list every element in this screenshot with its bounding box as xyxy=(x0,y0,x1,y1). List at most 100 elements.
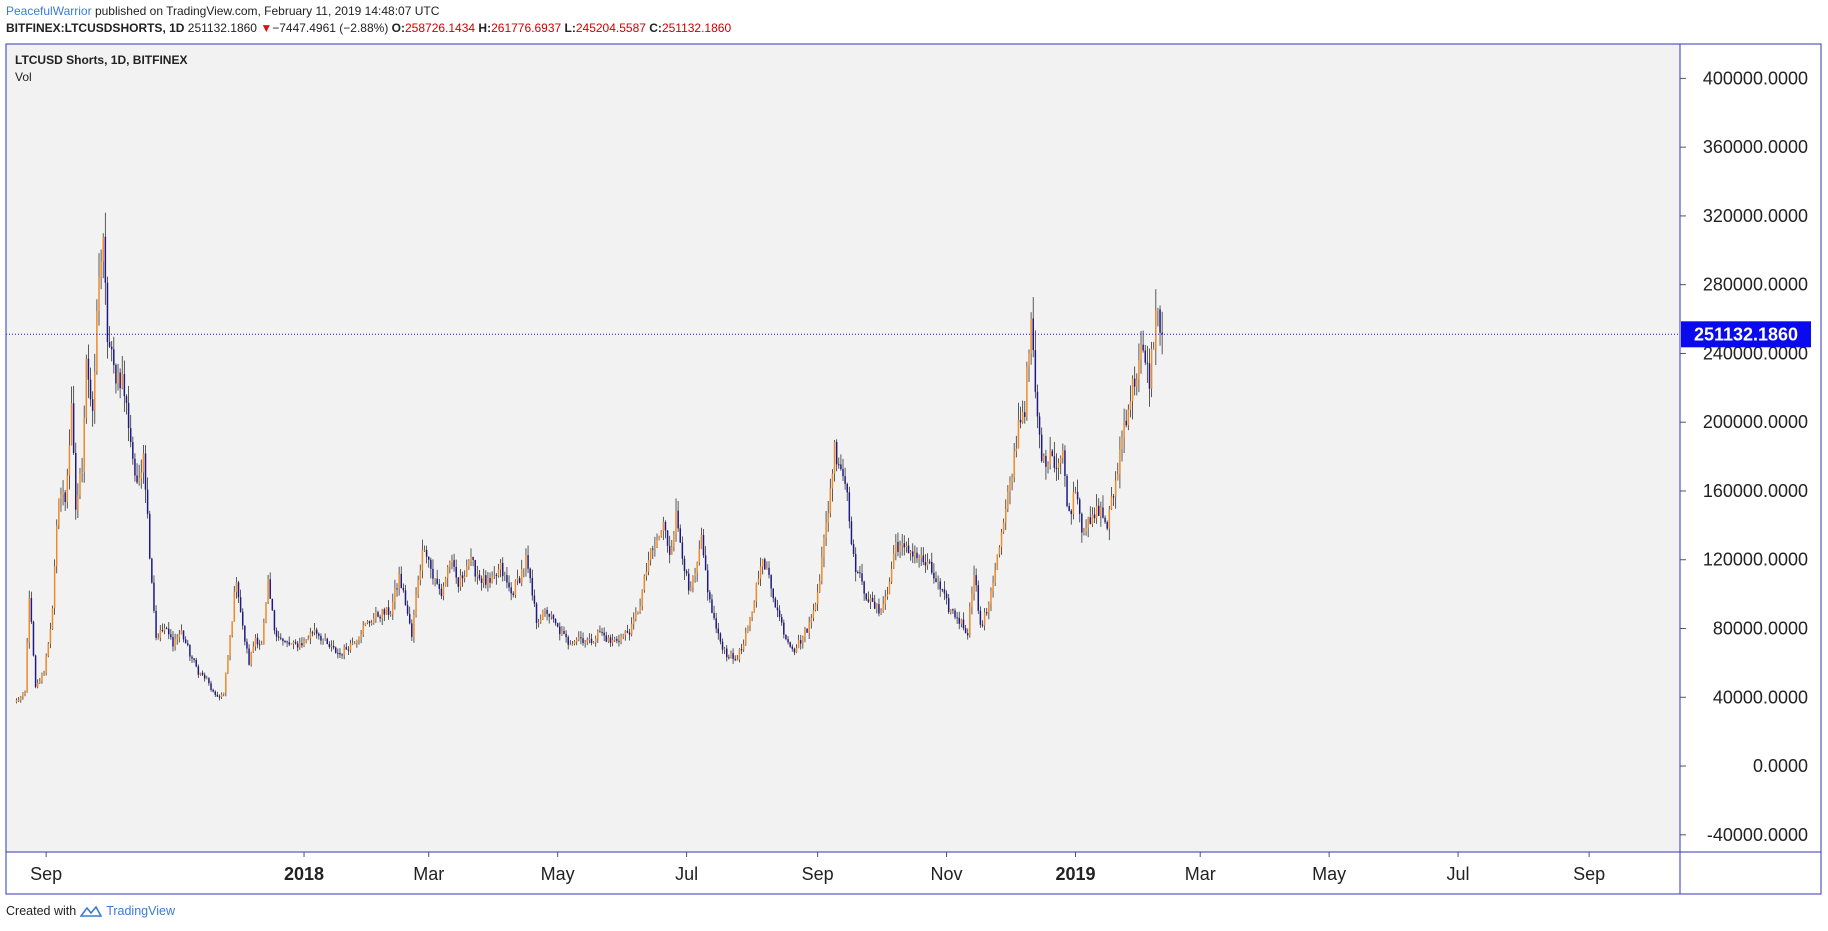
candle xyxy=(814,602,817,612)
candle xyxy=(844,467,846,490)
candle xyxy=(1146,345,1149,383)
candle xyxy=(307,635,309,641)
candle xyxy=(436,569,438,585)
volume-legend: Vol xyxy=(15,70,32,84)
candle xyxy=(966,628,969,640)
candle xyxy=(736,655,739,661)
candle xyxy=(876,603,878,614)
candle xyxy=(613,636,616,642)
candle xyxy=(778,605,781,622)
candle xyxy=(415,587,417,618)
candle xyxy=(962,612,965,631)
candle xyxy=(208,677,210,686)
candle xyxy=(85,354,88,424)
x-tick-label: Mar xyxy=(1185,864,1216,884)
candle xyxy=(102,233,104,279)
candle xyxy=(755,582,758,608)
candle xyxy=(100,249,102,290)
candle xyxy=(584,639,586,648)
candle xyxy=(1078,497,1081,523)
candle xyxy=(288,636,290,647)
price-axis[interactable] xyxy=(1680,44,1821,852)
candle xyxy=(740,643,743,655)
x-tick-label: Jul xyxy=(1447,864,1470,884)
candle xyxy=(383,607,386,622)
y-tick-label: 320000.0000 xyxy=(1703,206,1808,226)
candle xyxy=(356,639,358,648)
candle xyxy=(176,634,178,645)
candle xyxy=(45,653,47,676)
candle xyxy=(423,545,426,553)
candle xyxy=(690,581,692,592)
candle xyxy=(113,336,115,374)
candle xyxy=(497,563,500,578)
candle xyxy=(1159,305,1161,346)
candle xyxy=(225,672,227,697)
candle xyxy=(305,639,307,644)
candle xyxy=(1081,512,1083,543)
candle xyxy=(867,591,870,604)
candle xyxy=(666,530,669,553)
candle xyxy=(1043,453,1045,463)
candle xyxy=(685,569,688,577)
candle xyxy=(193,657,195,663)
candle xyxy=(611,633,614,647)
candle xyxy=(210,680,212,692)
candle xyxy=(698,540,701,566)
candle xyxy=(178,629,181,643)
candle xyxy=(1106,520,1108,531)
candle xyxy=(1013,442,1015,483)
candle xyxy=(313,623,316,636)
candle xyxy=(368,620,371,627)
candle xyxy=(20,695,22,703)
candle xyxy=(301,637,303,648)
candle xyxy=(647,551,650,576)
candle xyxy=(785,634,787,641)
candle xyxy=(1034,330,1037,399)
plot-area[interactable] xyxy=(6,44,1680,852)
candle xyxy=(347,646,350,656)
candle xyxy=(935,571,937,583)
candle xyxy=(1040,427,1043,463)
candle xyxy=(869,594,872,609)
candle xyxy=(421,539,424,579)
candle xyxy=(189,644,191,661)
candle xyxy=(22,692,24,700)
y-tick-label: 400000.0000 xyxy=(1703,68,1808,88)
candle xyxy=(594,635,597,647)
candle xyxy=(863,580,865,601)
published-text: published on TradingView.com, February 1… xyxy=(94,4,440,18)
x-tick-label: May xyxy=(541,864,575,884)
candle xyxy=(622,633,624,640)
candle xyxy=(865,592,867,601)
candle xyxy=(485,570,487,589)
candle xyxy=(385,607,388,615)
candle xyxy=(24,690,26,697)
candle xyxy=(802,635,804,649)
candle xyxy=(952,608,954,614)
candle xyxy=(821,546,823,585)
candle xyxy=(41,672,43,684)
candle xyxy=(673,531,675,552)
candle xyxy=(284,639,286,644)
candle xyxy=(937,575,939,590)
candle xyxy=(1076,479,1079,505)
candle xyxy=(345,643,348,650)
candle xyxy=(825,510,827,546)
candle xyxy=(988,601,990,620)
candle xyxy=(694,567,696,583)
candle xyxy=(309,627,312,645)
candle xyxy=(83,405,85,483)
candle xyxy=(702,529,705,558)
author-link[interactable]: PeacefulWarrior xyxy=(6,4,92,18)
candle xyxy=(912,543,914,564)
candle xyxy=(1059,455,1062,475)
candle xyxy=(1055,453,1058,481)
candle xyxy=(480,575,483,591)
time-axis[interactable] xyxy=(6,852,1821,894)
candle xyxy=(142,445,145,484)
candle xyxy=(766,561,768,570)
candle xyxy=(550,611,553,620)
tradingview-link[interactable]: TradingView xyxy=(106,904,175,918)
